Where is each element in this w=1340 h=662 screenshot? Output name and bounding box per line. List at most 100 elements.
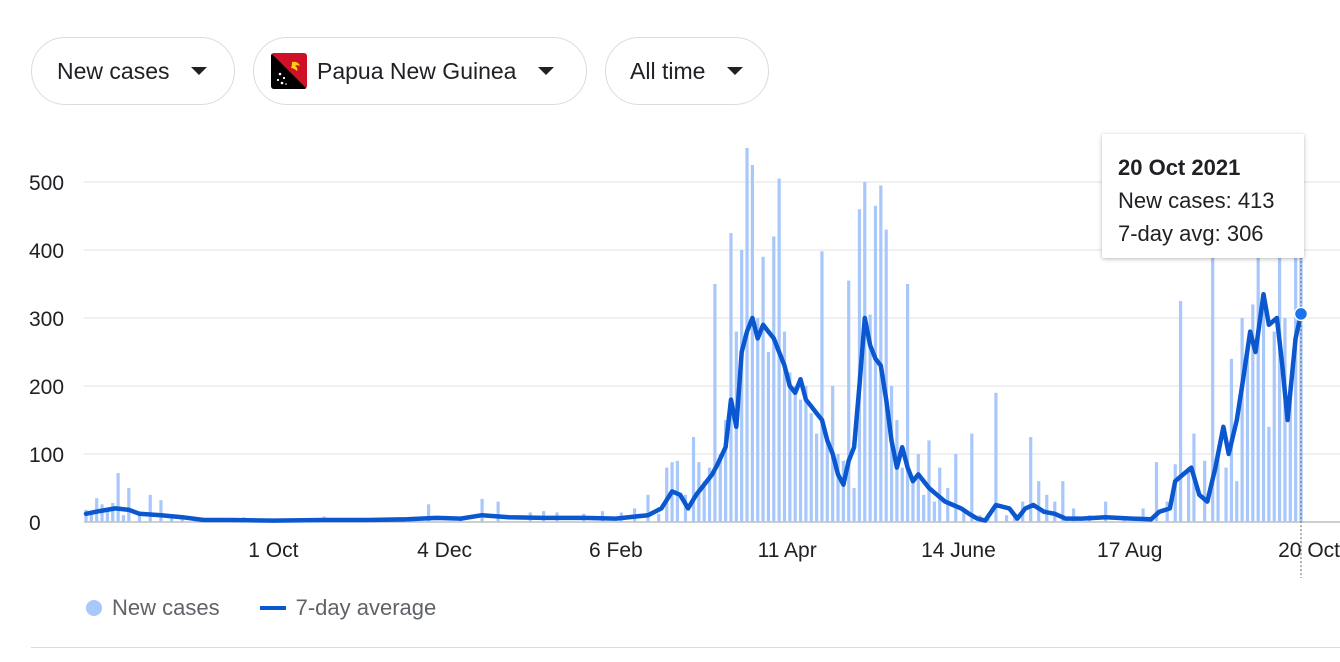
new-cases-bar	[962, 508, 966, 522]
x-tick-label-2: 6 Feb	[589, 539, 643, 562]
new-cases-bar	[932, 501, 936, 522]
new-cases-bar	[922, 494, 926, 522]
y-tick-label-200: 200	[29, 376, 64, 399]
x-tick-label-5: 17 Aug	[1097, 539, 1162, 562]
new-cases-bar	[127, 488, 131, 522]
chart-tooltip: 20 Oct 2021 New cases: 413 7-day avg: 30…	[1102, 134, 1304, 258]
tooltip-average: 7-day avg: 306	[1118, 221, 1264, 246]
new-cases-bar	[657, 513, 661, 522]
cases-chart[interactable]: 0 100 200 300 400 500 1 Oct 4 Dec 6 Feb 11 Apr 14…	[0, 0, 1340, 590]
chevron-down-icon	[538, 67, 555, 75]
new-cases-bar	[1272, 331, 1276, 522]
new-cases-bar	[1061, 481, 1065, 522]
new-cases-bar	[750, 165, 754, 522]
new-cases-bar	[873, 205, 878, 523]
new-cases-bar	[809, 413, 813, 522]
seven-day-average-line	[83, 291, 1304, 523]
new-cases-bar	[1261, 297, 1266, 522]
new-cases-bar	[713, 284, 717, 522]
new-cases-bar	[847, 280, 851, 522]
x-tick-label-6: 20 Oct	[1278, 539, 1340, 562]
y-tick-label-0: 0	[29, 512, 41, 535]
new-cases-bar	[702, 481, 706, 522]
new-cases-bar	[1283, 318, 1287, 522]
average-legend-swatch	[259, 606, 286, 610]
new-cases-bar	[111, 502, 115, 522]
new-cases-bar	[927, 440, 931, 522]
country-dropdown[interactable]: Papua New Guinea	[253, 37, 587, 105]
new-cases-bar	[707, 467, 712, 522]
new-cases-bar	[105, 511, 110, 522]
time-range-dropdown-label: All time	[630, 57, 706, 84]
new-cases-bar	[180, 517, 184, 522]
new-cases-bar	[1104, 501, 1108, 522]
new-cases-bar	[683, 494, 688, 522]
new-cases-bar	[1154, 462, 1159, 522]
new-cases-bar	[836, 454, 840, 522]
new-cases-bar	[1224, 467, 1228, 522]
new-cases-bar	[1216, 454, 1220, 522]
new-cases-bar	[884, 229, 888, 522]
new-cases-bar	[170, 515, 174, 522]
new-cases-bar	[100, 504, 104, 522]
hover-point	[1293, 306, 1309, 322]
new-cases-bar	[863, 182, 867, 522]
new-cases-bar	[868, 314, 872, 522]
new-cases-bar	[782, 331, 787, 522]
new-cases-bar	[916, 454, 920, 522]
new-cases-bar	[1165, 501, 1169, 522]
new-cases-bar	[815, 433, 819, 522]
new-cases-bar	[1240, 318, 1244, 522]
new-cases-bar	[121, 515, 126, 522]
new-cases-bar	[788, 372, 792, 522]
bottom-divider	[31, 647, 1340, 648]
new-cases-bar	[825, 440, 829, 522]
new-cases-bar	[905, 284, 910, 522]
chevron-down-icon	[727, 67, 744, 75]
chart-legend: New cases 7-day average	[86, 593, 436, 623]
new-cases-bar	[889, 386, 894, 522]
new-cases-bar	[804, 386, 808, 522]
new-cases-bar	[895, 420, 899, 522]
new-cases-bar	[137, 515, 142, 522]
new-cases-bar	[665, 467, 669, 522]
new-cases-bar	[1045, 494, 1049, 522]
new-cases-bar	[900, 467, 904, 522]
new-cases-bar	[480, 498, 484, 522]
new-cases-bar	[159, 500, 163, 522]
new-cases-bar	[793, 386, 797, 522]
new-cases-bar	[1173, 464, 1177, 522]
new-cases-bar	[729, 233, 733, 522]
new-cases-bar	[766, 352, 771, 522]
new-cases-bar	[691, 437, 696, 522]
hover-marker	[1293, 241, 1309, 578]
metric-dropdown[interactable]: New cases	[31, 37, 235, 105]
new-cases-bar	[970, 433, 974, 522]
new-cases-bar	[820, 251, 824, 523]
metric-dropdown-label: New cases	[57, 57, 170, 84]
x-tick-label-4: 14 June	[921, 539, 996, 562]
new-cases-bar	[841, 460, 845, 522]
new-cases-bar	[1245, 352, 1250, 522]
new-cases-bar	[1005, 515, 1009, 522]
new-cases-bar	[994, 392, 998, 522]
new-cases-bar	[852, 488, 856, 522]
new-cases-bar	[1071, 508, 1076, 522]
new-cases-bar	[1178, 301, 1183, 522]
y-tick-label-300: 300	[29, 308, 64, 331]
new-cases-bar	[496, 501, 500, 522]
new-cases-bar	[911, 481, 915, 522]
time-range-dropdown[interactable]: All time	[605, 37, 769, 105]
new-cases-bar	[1277, 253, 1282, 522]
new-cases-bar	[718, 454, 722, 522]
new-cases-bar	[1294, 256, 1298, 522]
chart-gridlines	[84, 181, 1340, 523]
new-cases-bar	[1013, 516, 1017, 522]
country-dropdown-label: Papua New Guinea	[317, 57, 517, 84]
y-tick-label-100: 100	[29, 444, 64, 467]
new-cases-legend-swatch	[86, 600, 102, 616]
new-cases-bar	[89, 513, 93, 522]
new-cases-bar	[1251, 304, 1255, 522]
new-cases-bar	[1256, 253, 1260, 522]
new-cases-bar	[798, 399, 803, 522]
